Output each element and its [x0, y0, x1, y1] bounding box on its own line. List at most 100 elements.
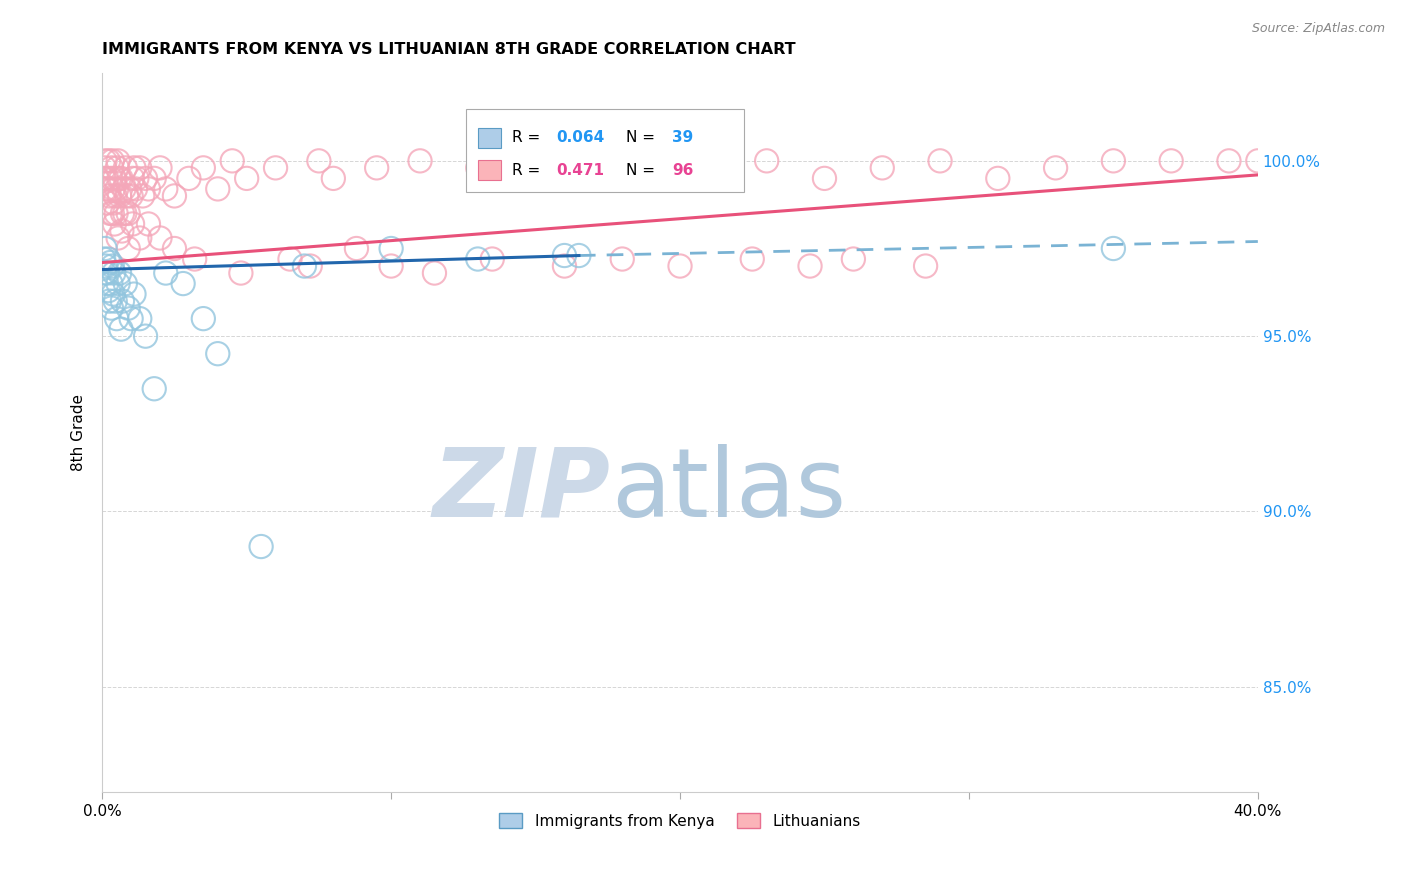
- Point: [135, 171, 157, 186]
- Point: [346, 242, 368, 256]
- Point: [93, 161, 115, 175]
- Point: [380, 259, 402, 273]
- Point: [278, 252, 301, 266]
- FancyBboxPatch shape: [478, 128, 501, 148]
- Point: [107, 153, 129, 168]
- Point: [105, 161, 128, 175]
- Point: [100, 301, 122, 315]
- Point: [143, 171, 166, 186]
- Text: N =: N =: [626, 130, 655, 145]
- Point: [96, 171, 118, 186]
- Point: [122, 161, 145, 175]
- Point: [366, 161, 388, 175]
- Point: [111, 294, 134, 309]
- Point: [108, 171, 131, 186]
- Point: [1247, 153, 1270, 168]
- Text: Source: ZipAtlas.com: Source: ZipAtlas.com: [1251, 22, 1385, 36]
- Point: [98, 255, 121, 269]
- Point: [93, 252, 115, 266]
- Point: [1218, 153, 1240, 168]
- Point: [114, 161, 136, 175]
- Point: [103, 287, 125, 301]
- Point: [110, 322, 132, 336]
- Point: [97, 252, 120, 266]
- Point: [93, 266, 115, 280]
- Point: [1102, 153, 1125, 168]
- Text: 0.064: 0.064: [557, 130, 605, 145]
- Point: [128, 311, 150, 326]
- Point: [117, 242, 139, 256]
- Point: [163, 189, 186, 203]
- Point: [108, 189, 131, 203]
- Point: [229, 266, 252, 280]
- Point: [131, 189, 153, 203]
- Point: [104, 294, 127, 309]
- Point: [149, 161, 172, 175]
- Point: [155, 266, 177, 280]
- Text: ZIP: ZIP: [433, 443, 610, 537]
- Point: [111, 224, 134, 238]
- Point: [96, 277, 118, 291]
- Text: 39: 39: [672, 130, 693, 145]
- Point: [128, 231, 150, 245]
- Point: [138, 217, 160, 231]
- Point: [115, 189, 138, 203]
- Point: [103, 182, 125, 196]
- Point: [120, 311, 142, 326]
- Point: [250, 540, 273, 554]
- Point: [100, 171, 122, 186]
- Point: [553, 248, 575, 262]
- Point: [101, 259, 124, 273]
- Point: [423, 266, 446, 280]
- Point: [870, 161, 893, 175]
- Text: R =: R =: [512, 130, 541, 145]
- Point: [107, 231, 129, 245]
- Point: [120, 189, 142, 203]
- Point: [799, 259, 821, 273]
- Point: [98, 206, 121, 220]
- Point: [128, 161, 150, 175]
- Point: [105, 311, 128, 326]
- Point: [987, 171, 1010, 186]
- Point: [93, 171, 115, 186]
- Point: [481, 252, 503, 266]
- Point: [124, 182, 146, 196]
- Point: [813, 171, 835, 186]
- FancyBboxPatch shape: [467, 109, 744, 192]
- Point: [193, 161, 215, 175]
- Point: [135, 329, 157, 343]
- Point: [842, 252, 865, 266]
- Point: [94, 182, 117, 196]
- Point: [114, 277, 136, 291]
- Point: [94, 242, 117, 256]
- Point: [409, 153, 432, 168]
- Text: 96: 96: [672, 162, 693, 178]
- Point: [121, 217, 143, 231]
- FancyBboxPatch shape: [478, 161, 501, 180]
- Point: [1102, 242, 1125, 256]
- Point: [122, 287, 145, 301]
- Point: [235, 171, 257, 186]
- Point: [163, 242, 186, 256]
- Point: [112, 182, 135, 196]
- Point: [183, 252, 205, 266]
- Point: [114, 206, 136, 220]
- Point: [96, 196, 118, 211]
- Point: [177, 171, 200, 186]
- Point: [308, 153, 330, 168]
- Point: [741, 252, 763, 266]
- Point: [640, 153, 662, 168]
- Point: [101, 153, 124, 168]
- Point: [110, 171, 132, 186]
- Point: [193, 311, 215, 326]
- Point: [467, 161, 489, 175]
- Point: [100, 161, 122, 175]
- Point: [96, 266, 118, 280]
- Point: [264, 161, 287, 175]
- Point: [103, 171, 125, 186]
- Point: [125, 171, 148, 186]
- Point: [97, 153, 120, 168]
- Point: [117, 206, 139, 220]
- Point: [94, 259, 117, 273]
- Point: [1160, 153, 1182, 168]
